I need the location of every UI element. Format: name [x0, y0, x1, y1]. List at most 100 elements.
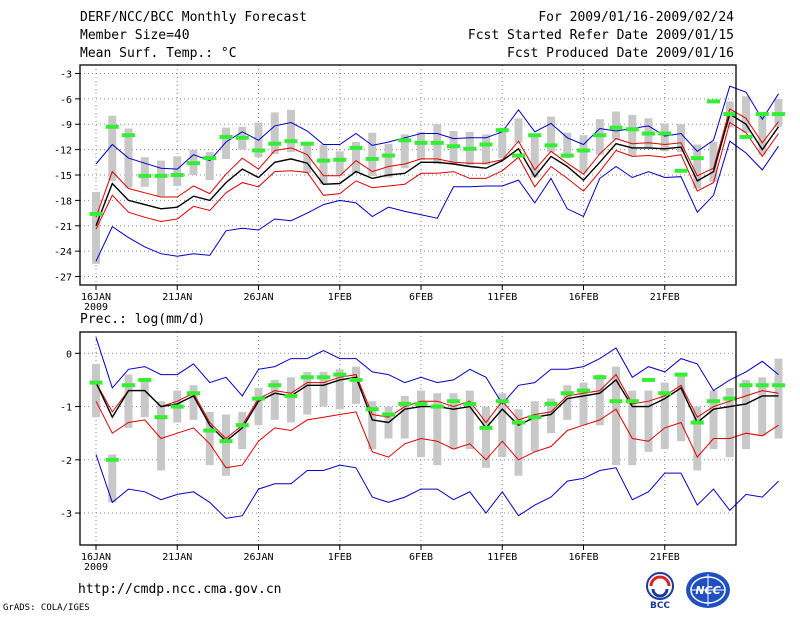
spread-box	[92, 191, 100, 264]
forecast-marker	[495, 399, 509, 404]
forecast-marker	[430, 140, 444, 145]
spread-box	[612, 111, 620, 140]
x-tick-label: 11FEB	[487, 552, 517, 563]
forecast-marker	[414, 140, 428, 145]
spread-box	[644, 390, 653, 452]
forecast-marker	[463, 146, 477, 151]
forecast-marker	[674, 168, 688, 173]
series-line-min	[95, 140, 779, 262]
x-tick-label: 16JAN	[81, 552, 111, 563]
forecast-marker	[333, 372, 347, 377]
forecast-marker	[723, 396, 737, 401]
forecast-marker	[219, 134, 233, 139]
spread-box	[173, 156, 182, 186]
forecast-marker	[755, 112, 769, 117]
y-tick-label: -2	[60, 456, 72, 467]
forecast-marker	[398, 401, 412, 406]
spread-box	[92, 363, 100, 418]
forecast-marker	[89, 211, 103, 216]
series-line-lower	[95, 121, 779, 230]
forecast-marker	[349, 145, 363, 150]
forecast-marker	[447, 399, 460, 404]
spread-box	[368, 401, 377, 450]
forecast-marker	[203, 428, 217, 433]
x-tick-label: 26JAN	[243, 552, 273, 563]
forecast-marker	[707, 399, 720, 404]
forecast-marker	[707, 99, 720, 104]
spread-box	[303, 371, 312, 415]
spread-box	[482, 406, 490, 468]
spread-box	[628, 390, 637, 466]
spread-box	[319, 371, 328, 407]
spread-box	[595, 374, 604, 426]
forecast-marker	[300, 141, 314, 146]
forecast-marker	[658, 131, 672, 136]
forecast-marker	[105, 457, 119, 462]
spread-box	[238, 411, 247, 450]
x-tick-label: 16JAN	[81, 292, 111, 303]
spread-box	[287, 377, 295, 423]
spread-box	[433, 393, 442, 466]
spread-box	[563, 385, 572, 420]
y-tick-label: -24	[54, 247, 72, 258]
spread-box	[335, 369, 344, 410]
temperature-panel: 16JAN 21JAN 26JAN 1FEB 6FEB 11FEB 16FEB 21FEB 20…	[54, 64, 785, 313]
forecast-marker	[170, 404, 184, 409]
precipitation-panel: 16JAN 21JAN 26JAN 1FEB 6FEB 11FEB 16FEB 21FEB 20…	[60, 331, 785, 573]
forecast-marker	[577, 388, 590, 393]
forecast-marker	[430, 404, 444, 409]
forecast-marker	[414, 401, 428, 406]
spread-box	[108, 115, 117, 181]
forecast-marker	[512, 420, 525, 425]
spread-box	[303, 142, 312, 174]
spread-box	[335, 151, 344, 176]
x-tick-label: 16FEB	[568, 292, 598, 303]
forecast-marker	[755, 383, 769, 388]
spread-box	[514, 118, 523, 143]
spread-box	[547, 398, 555, 434]
forecast-marker	[268, 141, 282, 146]
spread-box	[124, 374, 133, 428]
spread-box	[368, 132, 377, 176]
spread-box	[449, 393, 458, 450]
spread-box	[319, 144, 328, 185]
footer-url[interactable]: http://cmdp.ncc.cma.gov.cn	[78, 582, 282, 597]
forecast-marker	[479, 142, 493, 147]
spread-box	[417, 131, 425, 160]
spread-box	[352, 142, 360, 174]
forecast-marker	[154, 173, 168, 178]
forecast-marker	[642, 131, 655, 136]
spread-box	[140, 157, 149, 187]
spread-box	[758, 377, 767, 436]
spread-box	[677, 374, 685, 442]
forecast-marker	[365, 407, 379, 412]
x-tick-label: 21JAN	[162, 292, 192, 303]
forecast-marker	[544, 401, 558, 406]
x-tick-label: 1FEB	[328, 552, 352, 563]
spread-box	[222, 414, 230, 476]
forecast-marker	[528, 133, 542, 138]
y-tick-label: -3	[60, 509, 72, 520]
spread-box	[579, 382, 588, 426]
spread-box	[579, 135, 588, 173]
spread-box	[400, 395, 409, 439]
fcst-produced-date: Fcst Produced Date 2009/01/16	[507, 46, 734, 61]
grads-credit: GrADS: COLA/IGES	[3, 603, 90, 613]
forecast-marker	[772, 383, 785, 388]
spread-box	[547, 116, 555, 153]
forecast-marker	[138, 377, 152, 382]
forecast-marker	[187, 161, 200, 166]
spread-box	[693, 406, 702, 471]
spread-box	[465, 390, 474, 450]
forecast-marker	[577, 148, 590, 153]
spread-box	[384, 143, 393, 178]
spread-box	[774, 358, 783, 439]
forecast-marker	[382, 153, 395, 158]
forecast-marker	[382, 412, 395, 417]
spread-box	[709, 390, 718, 450]
fcst-started-refer-date: Fcst Started Refer Date 2009/01/15	[467, 28, 734, 43]
forecast-marker	[560, 153, 574, 158]
forecast-marker	[560, 391, 574, 396]
forecast-marker	[187, 391, 200, 396]
forecast-marker	[252, 396, 265, 401]
